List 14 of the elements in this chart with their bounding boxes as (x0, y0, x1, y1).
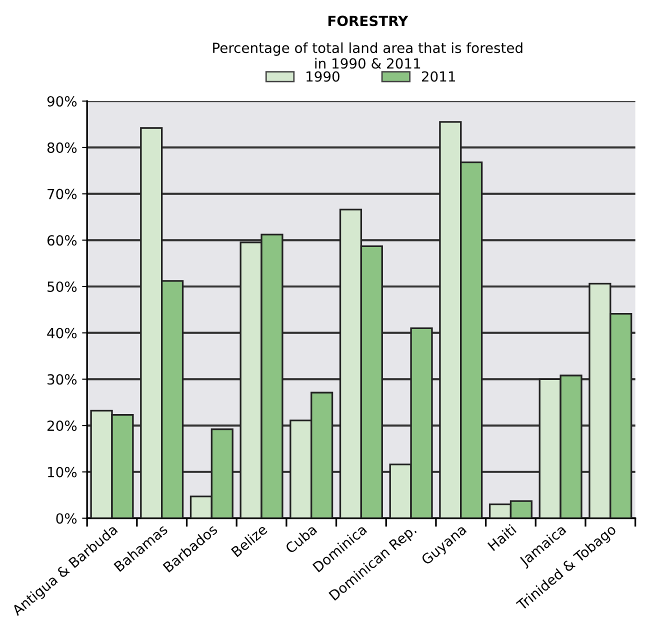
y-tick-label: 80% (47, 142, 77, 153)
y-tick-label: 40% (47, 328, 77, 338)
y-tick-label: 70% (48, 188, 77, 200)
chart-subtitle: Percentage of total land area that is forested in 1990 & 2011 (213, 42, 522, 69)
y-tick-label: 60% (47, 235, 77, 246)
y-tick-label: 90% (47, 96, 77, 107)
y-tick-label: 30% (48, 374, 77, 385)
legend-label: 1990 (306, 71, 340, 82)
legend-label: 2011 (422, 71, 455, 82)
y-tick-label: 50% (48, 281, 77, 292)
chart-title: FORESTRY (328, 16, 408, 26)
y-tick-label: 0% (56, 513, 77, 524)
y-tick-label: 10% (48, 466, 77, 478)
y-tick-label: 20% (48, 420, 77, 432)
